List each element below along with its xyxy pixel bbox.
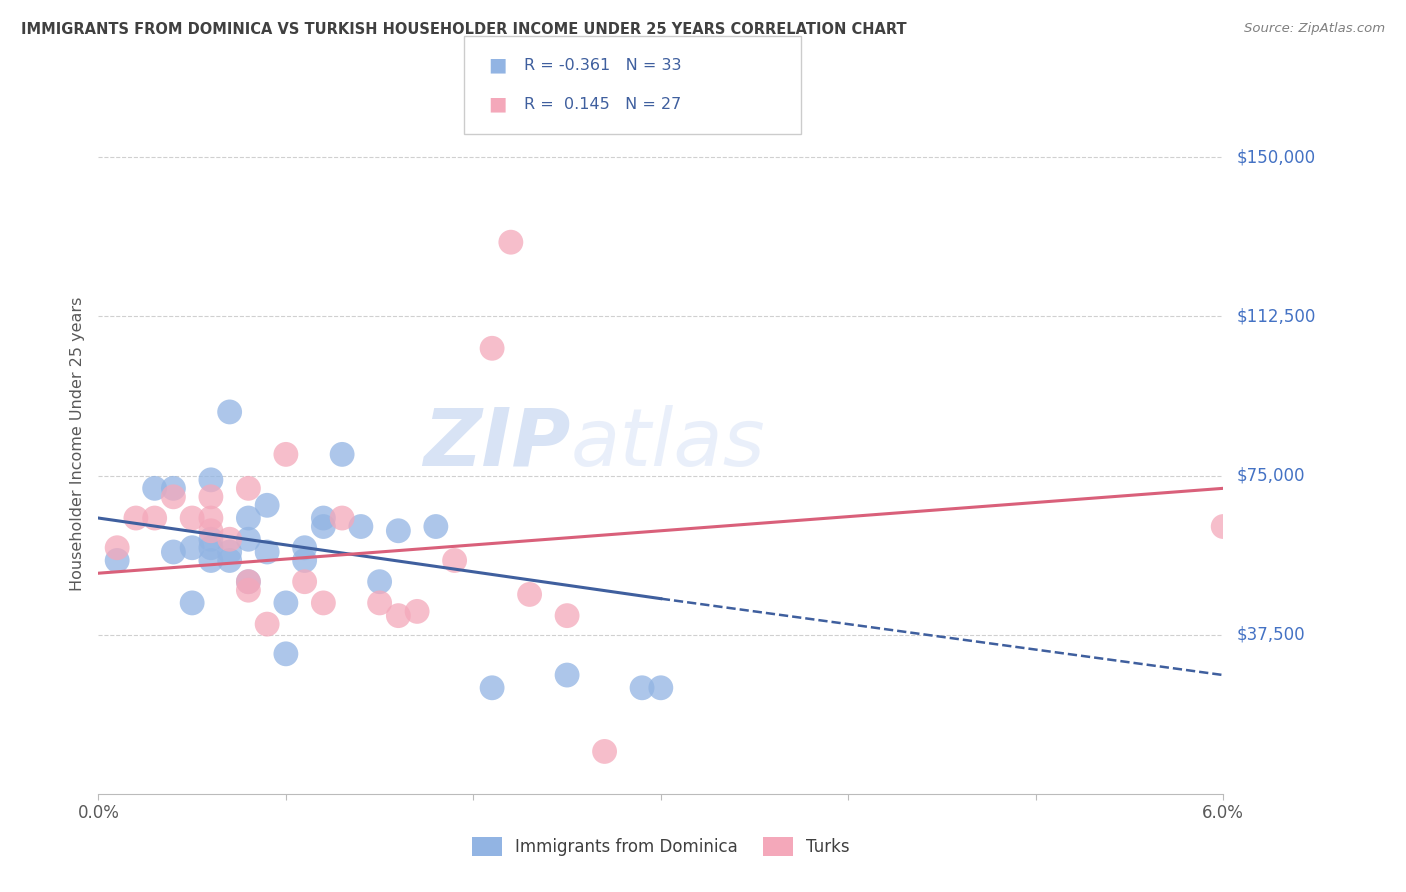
Point [105,541,128,555]
Point [368,574,391,589]
Point [519,587,541,601]
Text: atlas: atlas [571,405,766,483]
Point [162,545,184,559]
Point [499,235,522,250]
Point [631,681,654,695]
Point [200,553,222,567]
Point [406,604,429,618]
Point [200,524,222,538]
Point [555,668,578,682]
Point [256,617,278,632]
Point [181,596,204,610]
Point [274,596,297,610]
Point [312,519,335,533]
Point [481,341,503,355]
Point [256,498,278,512]
Point [294,574,316,589]
Point [481,681,503,695]
Point [238,481,260,495]
Point [143,481,166,495]
Point [200,490,222,504]
Point [218,533,240,547]
Point [294,553,316,567]
Point [238,574,260,589]
Point [238,574,260,589]
Legend: Immigrants from Dominica, Turks: Immigrants from Dominica, Turks [465,830,856,863]
Text: ZIP: ZIP [423,405,571,483]
Point [200,541,222,555]
Point [218,545,240,559]
Y-axis label: Householder Income Under 25 years: Householder Income Under 25 years [70,296,86,591]
Point [218,405,240,419]
Text: R = -0.361   N = 33: R = -0.361 N = 33 [524,58,682,72]
Point [555,608,578,623]
Point [200,511,222,525]
Point [312,596,335,610]
Text: ■: ■ [488,55,506,75]
Point [650,681,672,695]
Point [312,511,335,525]
Point [238,583,260,598]
Point [443,553,465,567]
Text: $150,000: $150,000 [1237,148,1316,166]
Point [274,447,297,461]
Point [387,608,409,623]
Point [125,511,148,525]
Point [425,519,447,533]
Point [143,511,166,525]
Point [274,647,297,661]
Point [181,511,204,525]
Text: Source: ZipAtlas.com: Source: ZipAtlas.com [1244,22,1385,36]
Text: ■: ■ [488,95,506,114]
Point [162,481,184,495]
Point [1212,519,1234,533]
Point [238,511,260,525]
Point [256,545,278,559]
Text: $112,500: $112,500 [1237,308,1316,326]
Text: $37,500: $37,500 [1237,626,1306,644]
Point [162,490,184,504]
Point [200,533,222,547]
Point [350,519,373,533]
Point [593,744,616,758]
Point [200,473,222,487]
Point [218,553,240,567]
Point [330,447,353,461]
Point [181,541,204,555]
Text: $75,000: $75,000 [1237,467,1306,484]
Point [330,511,353,525]
Point [238,533,260,547]
Point [368,596,391,610]
Point [387,524,409,538]
Text: R =  0.145   N = 27: R = 0.145 N = 27 [524,97,682,112]
Point [294,541,316,555]
Point [105,553,128,567]
Text: IMMIGRANTS FROM DOMINICA VS TURKISH HOUSEHOLDER INCOME UNDER 25 YEARS CORRELATIO: IMMIGRANTS FROM DOMINICA VS TURKISH HOUS… [21,22,907,37]
